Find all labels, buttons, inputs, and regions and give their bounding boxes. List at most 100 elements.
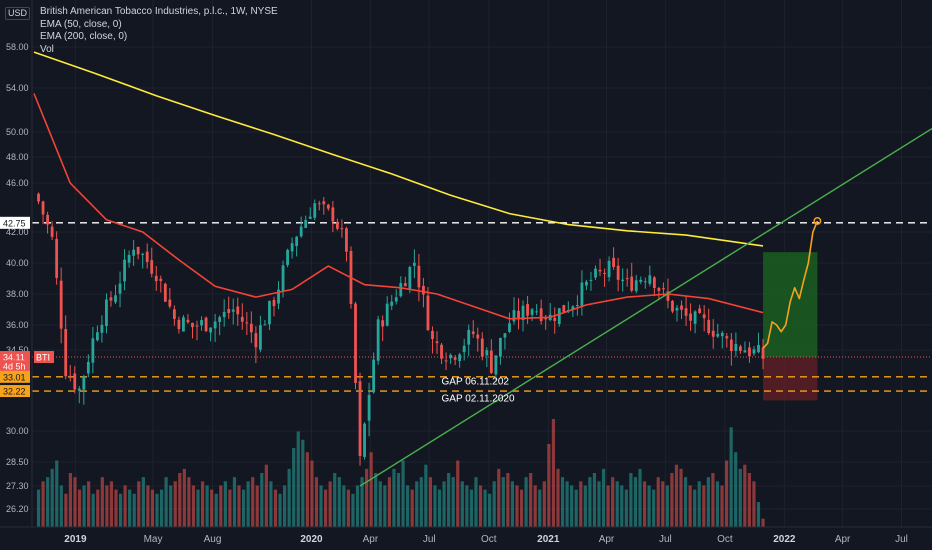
volume-bar (642, 481, 647, 527)
volume-bar (538, 489, 542, 527)
time-tick-label: 2021 (537, 534, 560, 545)
candle-body (331, 207, 335, 222)
currency-badge[interactable]: USD (5, 7, 31, 20)
volume-bar (560, 477, 565, 527)
volume-bar (570, 485, 574, 527)
candle-body (693, 311, 697, 324)
time-tick-label: Jul (659, 534, 672, 545)
candle-body (657, 287, 661, 292)
candle-body (702, 314, 706, 319)
volume-bar (387, 477, 391, 527)
symbol-tag-label: BTI (36, 353, 50, 363)
candle-body (621, 279, 625, 282)
volume-bar (383, 485, 387, 527)
candle-body (86, 361, 90, 374)
volume-bar (219, 485, 223, 527)
candle-body (154, 275, 158, 282)
volume-bar (588, 477, 592, 527)
volume-bar (433, 485, 437, 527)
candle-body (729, 339, 733, 352)
volume-bar (752, 481, 756, 527)
candle-body (73, 373, 77, 390)
candle-body (326, 204, 330, 209)
indicator-ema200[interactable]: EMA (200, close, 0) (40, 31, 128, 42)
candle-body (535, 311, 539, 313)
candle-body (639, 279, 643, 282)
volume-bar (273, 489, 278, 527)
drawings[interactable] (359, 127, 932, 487)
indicator-volume[interactable]: Vol (40, 43, 54, 55)
candle-body (467, 329, 471, 345)
candle-body (394, 297, 398, 302)
candle-body (707, 319, 711, 334)
volume-bar (693, 489, 697, 527)
candle-body (408, 266, 412, 289)
volume-bar (155, 493, 159, 527)
trendline (359, 127, 932, 487)
volume-bar (724, 460, 729, 527)
time-tick-label: Jul (423, 534, 436, 545)
candle-body (145, 251, 149, 262)
candle-body (503, 333, 507, 338)
volume-bar (428, 477, 432, 527)
gap-annotation: GAP 02.11.2020 (442, 394, 515, 405)
candle-body (163, 283, 167, 302)
volume-bar (360, 477, 364, 527)
gap-annotation: GAP 06.11.202 (442, 377, 510, 388)
volume-bar (141, 477, 145, 527)
candle-body (245, 322, 249, 324)
volume-bar (565, 481, 569, 527)
candle-body (571, 306, 575, 311)
candle-body (132, 249, 136, 256)
volume-bar (756, 502, 761, 527)
candle-body (290, 243, 294, 252)
candle-body (100, 324, 104, 333)
time-axis[interactable]: 2019 May Aug 2020 Apr Jul Oct 2021 Apr Jul Oct 2022… (0, 526, 932, 550)
volume-bar (319, 485, 323, 527)
candle-body (272, 299, 276, 307)
candle-body (517, 310, 520, 320)
price-axis[interactable]: 58.00 54.00 50.00 48.00 46.00 42.00 40.00 38.00… (0, 0, 33, 527)
candle-body (263, 324, 267, 326)
volume-bar (574, 489, 578, 527)
time-tick-label: Oct (481, 534, 497, 545)
time-tick-label: Apr (599, 534, 615, 545)
candle-body (118, 283, 122, 294)
volume-bar (246, 481, 250, 527)
price-tag (0, 370, 30, 383)
volume-bar (36, 489, 41, 527)
candle-body (281, 265, 285, 292)
annotations: GAP 06.11.202 GAP 02.11.2020 (442, 377, 515, 405)
volume-bar (351, 493, 355, 527)
volume-bar (661, 481, 665, 527)
volume-bar (128, 489, 132, 527)
candle-body (249, 323, 253, 333)
candle-body (711, 330, 715, 337)
volume-bar (169, 485, 173, 527)
candle-body (95, 332, 99, 341)
volume-bar (547, 443, 551, 527)
candle-body (82, 376, 86, 390)
volume-bar (611, 477, 615, 527)
volume-bar (456, 460, 460, 527)
price-tick-label: 26.20 (6, 504, 29, 514)
volume-bar (506, 473, 510, 527)
volume-bar (55, 460, 59, 527)
volume-bar (474, 477, 478, 527)
candle-body (191, 322, 194, 328)
volume-bar (415, 481, 419, 527)
volume-bar (451, 477, 455, 527)
time-tick-label: May (144, 534, 163, 545)
candle-body (652, 277, 656, 289)
long-position-tool[interactable] (763, 252, 818, 401)
volume-bar (41, 481, 45, 527)
indicator-ema50[interactable]: EMA (50, close, 0) (40, 18, 122, 30)
candle-body (431, 330, 434, 340)
volume-bar (59, 485, 63, 527)
volume-bar (251, 477, 255, 527)
ema-lines (33, 51, 764, 320)
volume-bar (702, 485, 706, 527)
volume-bar (674, 464, 679, 527)
volume-bar (442, 481, 446, 527)
